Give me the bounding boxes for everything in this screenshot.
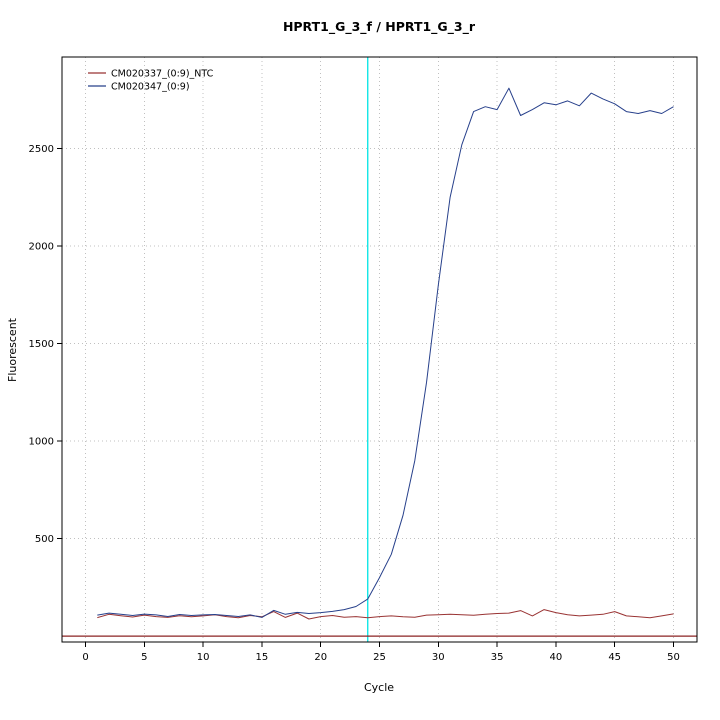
gridlines (62, 57, 697, 642)
legend-label: CM020337_(0:9)_NTC (111, 69, 214, 80)
x-tick-label: 50 (667, 652, 680, 663)
x-tick-label: 15 (256, 652, 269, 663)
x-axis-label: Cycle (364, 681, 394, 694)
x-tick-label: 30 (432, 652, 445, 663)
legend-label: CM020347_(0:9) (111, 82, 190, 93)
axis-ticks: 0 5 10 15 20 25 30 35 40 45 50 500 1000 1500 2000 2500 (29, 144, 680, 663)
x-tick-label: 20 (314, 652, 327, 663)
x-tick-label: 25 (373, 652, 386, 663)
x-tick-label: 35 (491, 652, 504, 663)
legend: CM020337_(0:9)_NTC CM020347_(0:9) (88, 69, 214, 93)
x-tick-label: 45 (608, 652, 621, 663)
series-line (97, 87, 674, 618)
reference-lines (62, 57, 697, 642)
x-tick-label: 10 (197, 652, 210, 663)
x-tick-label: 0 (82, 652, 88, 663)
y-axis-label: Fluorescent (6, 317, 19, 382)
y-tick-label: 2500 (29, 144, 54, 155)
series-lines (97, 87, 674, 620)
chart-title: HPRT1_G_3_f / HPRT1_G_3_r (283, 19, 476, 35)
y-tick-label: 2000 (29, 242, 54, 253)
series-line (97, 609, 674, 620)
y-tick-label: 500 (35, 534, 54, 545)
y-tick-label: 1500 (29, 339, 54, 350)
x-tick-label: 5 (141, 652, 147, 663)
y-tick-label: 1000 (29, 437, 54, 448)
x-tick-label: 40 (550, 652, 563, 663)
